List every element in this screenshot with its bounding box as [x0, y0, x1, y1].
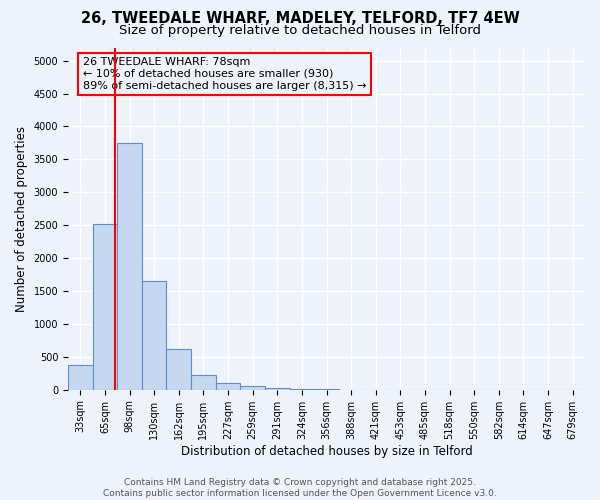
Bar — [241, 386, 265, 390]
Bar — [265, 388, 290, 390]
Bar — [191, 375, 216, 390]
Bar — [117, 143, 142, 390]
Y-axis label: Number of detached properties: Number of detached properties — [15, 126, 28, 312]
Text: Contains HM Land Registry data © Crown copyright and database right 2025.
Contai: Contains HM Land Registry data © Crown c… — [103, 478, 497, 498]
Bar — [92, 224, 117, 390]
Bar — [142, 281, 166, 390]
Text: 26, TWEEDALE WHARF, MADELEY, TELFORD, TF7 4EW: 26, TWEEDALE WHARF, MADELEY, TELFORD, TF… — [80, 11, 520, 26]
Bar — [290, 389, 314, 390]
Text: 26 TWEEDALE WHARF: 78sqm
← 10% of detached houses are smaller (930)
89% of semi-: 26 TWEEDALE WHARF: 78sqm ← 10% of detach… — [83, 58, 366, 90]
Bar — [216, 383, 241, 390]
Bar — [166, 348, 191, 390]
X-axis label: Distribution of detached houses by size in Telford: Distribution of detached houses by size … — [181, 444, 472, 458]
Bar — [68, 365, 92, 390]
Text: Size of property relative to detached houses in Telford: Size of property relative to detached ho… — [119, 24, 481, 37]
